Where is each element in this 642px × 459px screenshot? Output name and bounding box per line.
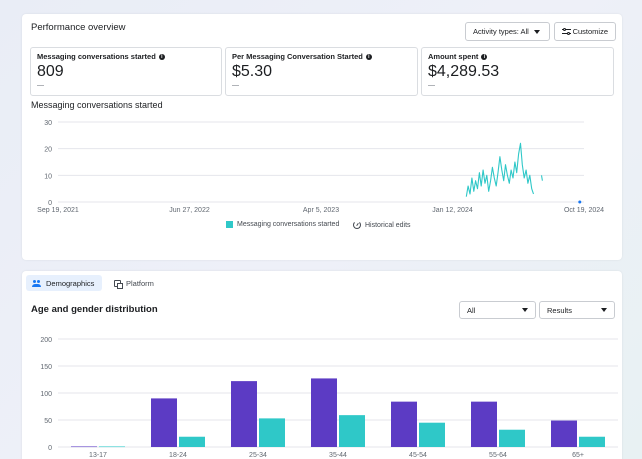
people-icon [32,279,41,287]
filter-select[interactable]: All [459,301,536,319]
metric-label-row: Amount spent i [428,52,607,61]
gauge-icon [353,221,361,229]
line-chart-title: Messaging conversations started [31,100,163,110]
tab-demographics[interactable]: Demographics [26,275,102,291]
metric-label-row: Per Messaging Conversation Started i [232,52,411,61]
customize-button[interactable]: Customize [554,22,616,41]
x-tick-label: 25-34 [249,452,267,459]
y-tick-label: 0 [48,200,52,207]
bar [551,420,577,447]
metric-select[interactable]: Results [539,301,615,319]
metric-select-value: Results [547,305,573,315]
caret-down-icon [601,308,607,312]
bar [99,446,125,448]
performance-title: Performance overview [31,22,126,33]
age-gender-title: Age and gender distribution [31,304,158,315]
x-tick-label: Jun 27, 2022 [169,207,210,214]
series-line [465,142,535,197]
y-tick-label: 0 [48,445,52,452]
metric-label: Amount spent [428,52,479,61]
x-tick-label: Jan 12, 2024 [432,207,473,214]
info-icon[interactable]: i [481,53,488,60]
demographics-card: Demographics Platform Age and gender dis… [22,271,622,459]
sliders-icon [562,28,571,35]
metric-card-amount-spent[interactable]: Amount spent i $4,289.53 — [421,47,614,96]
platform-icon [114,279,123,289]
x-tick-label: 13-17 [89,452,107,459]
bar [151,398,177,447]
bar [311,378,337,447]
x-tick-label: 55-64 [489,452,507,459]
legend-label: Messaging conversations started [237,221,340,228]
y-tick-label: 20 [44,147,52,154]
metric-value: $5.30 [232,63,273,80]
x-tick-label: Apr 5, 2023 [303,207,339,214]
bar [419,422,445,447]
bar [499,429,525,447]
metric-value: $4,289.53 [428,63,500,80]
x-tick-label: 18-24 [169,452,187,459]
y-tick-label: 50 [44,418,52,425]
metric-label: Messaging conversations started [37,52,156,61]
metric-label-row: Messaging conversations started i [37,52,215,61]
y-tick-label: 10 [44,173,52,180]
caret-down-icon [533,29,540,34]
legend-label: Historical edits [365,221,411,229]
bar [579,436,605,447]
x-tick-label: Oct 19, 2024 [564,207,604,214]
x-tick-label: 35-44 [329,452,347,459]
performance-overview-card: Performance overview Activity types: All… [22,14,622,260]
metric-label: Per Messaging Conversation Started [232,52,363,61]
bar [231,381,257,447]
y-tick-label: 200 [40,337,52,344]
metric-card-conversations[interactable]: Messaging conversations started i 809 — [30,47,222,96]
y-tick-label: 100 [40,391,52,398]
bar [471,401,497,447]
legend-item-historical-edits[interactable]: Historical edits [353,221,411,229]
metric-delta: — [428,82,435,89]
bar [259,418,285,447]
tab-platform[interactable]: Platform [108,275,160,291]
metric-delta: — [232,82,239,89]
data-marker [578,200,582,204]
activity-types-dropdown[interactable]: Activity types: All [465,22,550,41]
x-tick-label: 45-54 [409,452,427,459]
filter-select-value: All [467,305,476,315]
legend-swatch [226,221,233,228]
info-icon[interactable]: i [365,53,372,60]
metric-card-cost-per-conversation[interactable]: Per Messaging Conversation Started i $5.… [225,47,418,96]
y-tick-label: 150 [40,364,52,371]
legend-item-series[interactable]: Messaging conversations started [226,221,339,228]
caret-down-icon [522,308,528,312]
bar [179,436,205,447]
y-tick-label: 30 [44,120,52,127]
x-tick-label: Sep 19, 2021 [37,207,79,214]
age-gender-bar-chart[interactable]: 0 50 100 150 200 13-17 18-24 25-34 35-44 45-54 55-… [22,329,622,459]
bar [71,446,97,448]
info-icon[interactable]: i [158,53,165,60]
bar [391,401,417,447]
tab-label: Platform [126,278,154,288]
line-chart[interactable]: 0 10 20 30 Sep 19, 2021 Jun 27, 2022 Apr 5, 20… [22,114,622,220]
customize-label: Customize [572,27,608,36]
tab-label: Demographics [46,278,95,288]
series-line [540,175,543,181]
metric-delta: — [37,82,44,89]
bar [339,415,365,447]
x-tick-label: 65+ [572,452,584,459]
activity-types-label: Activity types: All [473,27,529,36]
metric-value: 809 [37,63,64,80]
